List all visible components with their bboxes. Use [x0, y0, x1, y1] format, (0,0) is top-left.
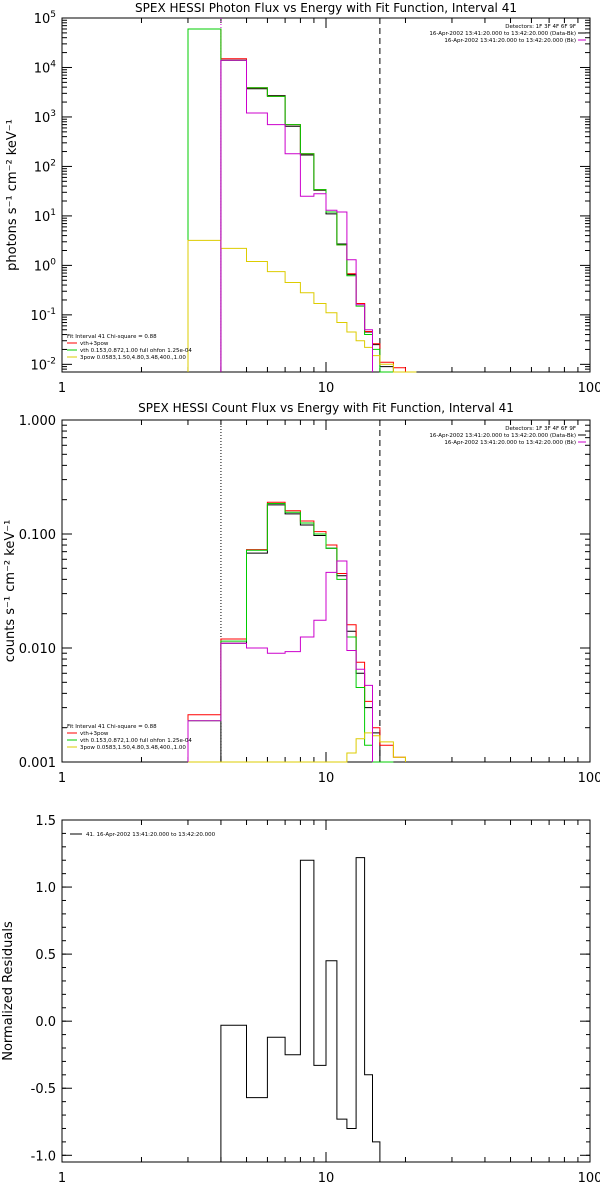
y-tick-label: 1.0 [35, 881, 56, 896]
series-vth [187, 503, 394, 763]
header-line-1: Detectors: 1F 3F 4F 6F 9F [505, 426, 576, 432]
x-tick-label: 1 [58, 1171, 66, 1186]
header-line-2: 16-Apr-2002 13:41:20.000 to 13:42:20.000… [429, 31, 576, 37]
header-line-3: 16-Apr-2002 13:41:20.000 to 13:42:20.000… [444, 440, 576, 446]
chart-title: SPEX HESSI Count Flux vs Energy with Fit… [138, 401, 514, 415]
histogram-line [187, 560, 373, 762]
header-line-1: Detectors: 1F 3F 4F 6F 9F [505, 24, 576, 30]
series-vth-3pow [187, 501, 406, 762]
y-tick-label: 104 [34, 59, 57, 76]
series-vth-3pow [187, 28, 417, 373]
x-tick-label: 1 [58, 381, 66, 396]
y-tick-label: 100 [34, 257, 57, 274]
histogram-line [188, 732, 406, 763]
x-tick-label: 1 [58, 771, 66, 786]
legend-item-1: Fit Interval 41 Chi-square = 0.88 [67, 334, 157, 340]
y-tick-label: 101 [34, 208, 56, 225]
x-tick-label: 10 [318, 381, 335, 396]
series-3pow [188, 732, 406, 763]
histogram-line [187, 501, 406, 762]
y-tick-label: 0.001 [19, 756, 56, 771]
legend-item-2: vth+3pow [80, 341, 109, 347]
y-tick-label: 10-2 [30, 356, 56, 373]
y-tick-label: 102 [34, 158, 56, 175]
series-residuals [220, 857, 381, 1162]
legend-item-2: vth+3pow [80, 731, 109, 737]
y-tick-label: 105 [34, 10, 56, 27]
histogram-line [220, 59, 417, 373]
x-tick-label: 100 [578, 771, 600, 786]
panel-3: 1 10 100 -1.0 -0.5 0.0 0.5 1.0 1.5 Normalized Res… [1, 814, 600, 1186]
chart-title: SPEX HESSI Photon Flux vs Energy with Fi… [135, 1, 517, 15]
legend-item-3: vth 0.153,0.872,1.00 full ohfon 1.25e-04 [80, 738, 192, 744]
y-tick-label: 0.0 [35, 1015, 56, 1030]
panel-2: SPEX HESSI Count Flux vs Energy with Fit… [3, 401, 600, 786]
y-axis-label: Normalized Residuals [1, 921, 16, 1061]
series-3pow [187, 239, 417, 373]
y-tick-label: -0.5 [31, 1082, 56, 1097]
histogram-line [220, 59, 373, 372]
y-tick-label: 1.5 [35, 814, 56, 829]
y-tick-label: 1.000 [19, 414, 56, 429]
legend-item-4: 3pow 0.0583,1.50,4.80,3.48,400.,1.00 [80, 355, 186, 361]
y-axis-label: counts s⁻¹ cm⁻² keV⁻¹ [3, 520, 18, 663]
histogram-line [220, 857, 381, 1162]
panel-1: SPEX HESSI Photon Flux vs Energy with Fi… [5, 1, 600, 396]
legend-item-4: 3pow 0.0583,1.50,4.80,3.48,400.,1.00 [80, 745, 186, 751]
legend-item-1: Fit Interval 41 Chi-square = 0.88 [67, 724, 157, 730]
header-line-2: 16-Apr-2002 13:41:20.000 to 13:42:20.000… [429, 433, 576, 439]
histogram-line [187, 28, 417, 373]
series-vth [187, 28, 417, 373]
histogram-line [187, 503, 394, 763]
y-tick-label: 0.5 [35, 948, 56, 963]
x-tick-label: 10 [318, 1171, 335, 1186]
x-tick-label: 10 [318, 771, 335, 786]
y-tick-label: 10-1 [30, 307, 56, 324]
y-tick-label: 103 [34, 109, 56, 126]
x-tick-label: 100 [578, 1171, 600, 1186]
histogram-line [187, 28, 417, 373]
y-tick-label: 0.010 [19, 642, 56, 657]
series-data-bk [220, 59, 417, 373]
legend-item-3: vth 0.153,0.872,1.00 full ohfon 1.25e-04 [80, 348, 192, 354]
histogram-line [187, 239, 417, 373]
series-bk [220, 59, 373, 372]
y-tick-label: -1.0 [31, 1149, 56, 1164]
header-line-3: 16-Apr-2002 13:41:20.000 to 13:42:20.000… [444, 38, 576, 44]
series-bk [187, 560, 373, 762]
legend-item-1: 41. 16-Apr-2002 13:41:20.000 to 13:42:20… [86, 832, 216, 838]
y-axis-label: photons s⁻¹ cm⁻² keV⁻¹ [5, 119, 20, 271]
y-tick-label: 0.100 [19, 528, 56, 543]
x-tick-label: 100 [578, 381, 600, 396]
